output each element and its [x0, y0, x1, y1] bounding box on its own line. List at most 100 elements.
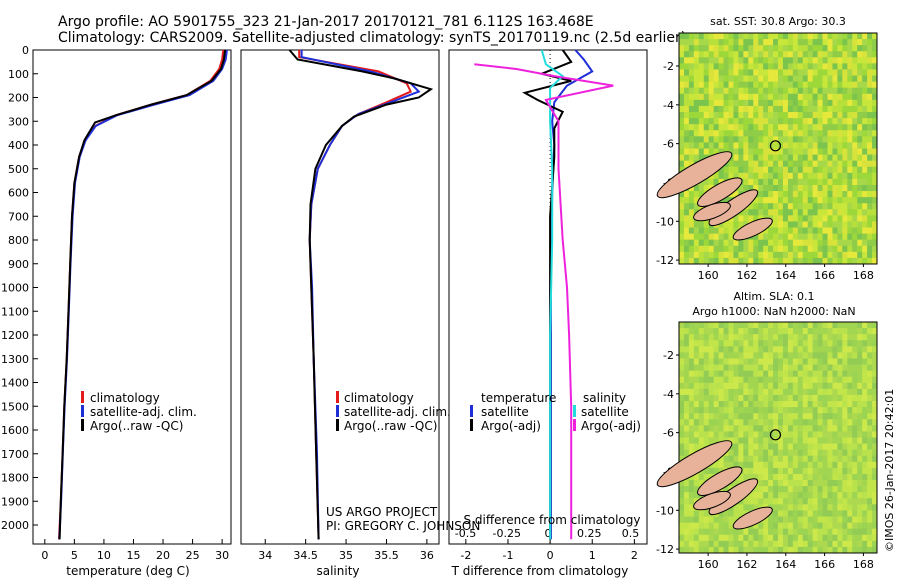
map-cell [797, 45, 804, 52]
map-cell [679, 534, 685, 542]
map-cell [738, 209, 744, 216]
map-cell [778, 401, 784, 408]
map-cell [683, 334, 690, 341]
map-cell [792, 184, 799, 192]
map-cell [778, 328, 784, 335]
map-y-tick-label: -6 [663, 138, 674, 151]
map-cell [852, 322, 858, 329]
map-cell [713, 57, 719, 64]
map-cell [827, 364, 833, 372]
map-cell [703, 93, 710, 101]
map-cell [807, 227, 814, 235]
map-cell [763, 178, 769, 186]
map-cell [768, 534, 774, 542]
map-cell [862, 233, 868, 241]
map-cell [679, 388, 685, 396]
map-cell [817, 160, 823, 168]
map-cell [728, 245, 734, 253]
map-cell [857, 473, 863, 481]
map-cell [872, 233, 878, 241]
map-cell [807, 93, 814, 101]
map-cell [792, 45, 799, 52]
map-cell [857, 257, 863, 265]
map-cell [688, 191, 695, 198]
map-cell [867, 148, 873, 155]
map-cell [872, 443, 878, 451]
map-cell [733, 118, 739, 125]
map-cell [822, 45, 828, 52]
map-cell [792, 443, 799, 451]
map-cell [723, 118, 729, 125]
map-cell [738, 221, 744, 228]
map-cell [787, 51, 794, 58]
map-cell [852, 407, 858, 414]
map-cell [807, 45, 814, 52]
map-cell [827, 81, 833, 89]
map-cell [683, 546, 690, 554]
map-cell [817, 534, 823, 542]
map-cell [738, 63, 744, 70]
map-cell [827, 221, 833, 228]
map-cell [832, 233, 838, 241]
map-cell [679, 45, 685, 52]
map-cell [683, 340, 690, 347]
map-cell [738, 358, 744, 365]
map-cell [733, 160, 739, 168]
map-cell [822, 63, 828, 70]
map-cell [773, 251, 779, 259]
map-cell [797, 449, 804, 457]
map-cell [688, 63, 695, 70]
map-cell [679, 540, 685, 548]
map-cell [842, 376, 848, 384]
map-cell [763, 245, 769, 253]
map-cell [758, 522, 764, 530]
map-cell [723, 87, 729, 95]
map-cell [683, 191, 690, 198]
map-cell [683, 239, 690, 247]
map-cell [802, 209, 809, 216]
map-cell [807, 467, 814, 475]
map-cell [713, 148, 719, 155]
map-cell [857, 45, 863, 52]
map-cell [857, 87, 863, 95]
map-cell [688, 251, 695, 259]
depth-tick-label: 1900 [1, 495, 29, 508]
map-cell [738, 69, 744, 76]
map-cell [852, 227, 858, 235]
map-cell [728, 81, 734, 89]
map-cell [688, 370, 695, 378]
map-cell [857, 498, 863, 505]
map-cell [797, 178, 804, 186]
map-cell [728, 413, 734, 420]
map-cell [743, 322, 749, 329]
map-cell [862, 425, 868, 432]
map-cell [768, 81, 774, 89]
map-cell [842, 191, 848, 198]
map-cell [773, 87, 779, 95]
map-cell [778, 540, 784, 548]
map-cell [728, 370, 734, 378]
map-cell [862, 437, 868, 444]
map-cell [758, 184, 764, 192]
map-cell [827, 191, 833, 198]
map-cell [872, 197, 878, 204]
map-cell [872, 191, 878, 198]
map-cell [867, 546, 873, 554]
map-cell [693, 437, 700, 444]
map-cell [753, 492, 759, 499]
map-cell [797, 209, 804, 216]
map-cell [812, 419, 818, 426]
map-cell [693, 93, 700, 101]
map-cell [797, 407, 804, 414]
map-cell [812, 522, 818, 530]
map-cell [763, 172, 769, 180]
map-cell [812, 215, 818, 222]
map-cell [773, 39, 779, 46]
map-cell [688, 160, 695, 168]
map-cell [768, 352, 774, 359]
map-cell [733, 69, 739, 76]
map-cell [872, 486, 878, 493]
map-cell [688, 486, 695, 493]
map-cell [782, 69, 789, 76]
map-cell [867, 81, 873, 89]
